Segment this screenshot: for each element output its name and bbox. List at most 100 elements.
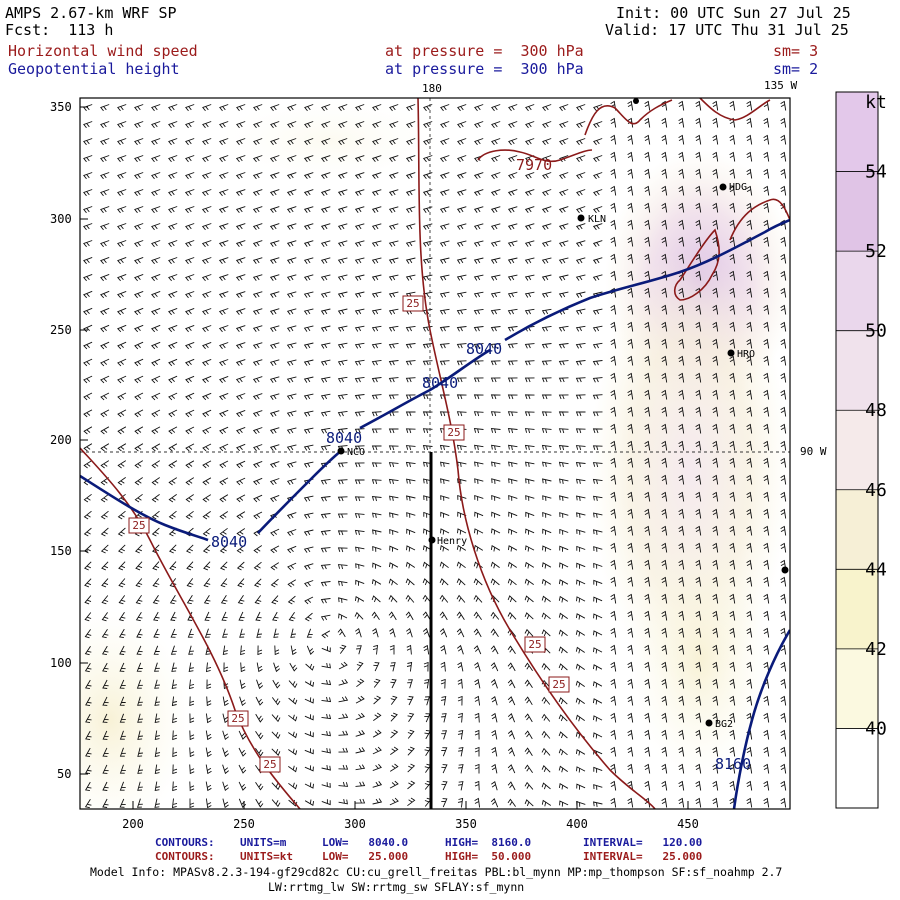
wind-barb [373, 712, 382, 721]
wind-barb [610, 610, 617, 621]
wind-barb [576, 512, 586, 518]
wind-barb [119, 764, 126, 774]
wind-barb [746, 678, 753, 689]
wind-barb [746, 763, 753, 774]
wind-barb [201, 189, 212, 197]
wind-barb [270, 545, 280, 554]
wind-barb [238, 798, 247, 808]
wind-barb [456, 360, 467, 366]
wind-barb [661, 321, 668, 332]
wind-barb [372, 798, 383, 805]
station-label: KLN [588, 214, 606, 225]
wind-barb [644, 763, 651, 774]
wind-barb [746, 593, 753, 604]
wind-barb [729, 610, 736, 621]
wind-barb [559, 104, 569, 112]
wind-barb [134, 426, 144, 435]
wind-barb [780, 270, 787, 281]
wind-barb [337, 513, 348, 519]
wind-barb [575, 291, 586, 298]
colorbar-label: 46 [865, 480, 887, 501]
wind-barb [137, 713, 143, 723]
wind-barb [354, 257, 365, 264]
wind-barb [712, 797, 719, 808]
wind-barb [137, 747, 143, 757]
wind-barb [422, 360, 433, 366]
wind-barb [456, 172, 467, 179]
wind-barb [491, 155, 501, 163]
wind-barb [507, 240, 518, 247]
wind-barb [729, 491, 736, 502]
wind-barb [525, 121, 535, 129]
wind-barb [136, 679, 143, 689]
wind-barb [473, 172, 484, 179]
wind-barb [457, 478, 467, 484]
wind-barb [746, 474, 753, 485]
wind-barb [558, 428, 569, 434]
wind-barb [389, 627, 396, 638]
stations: HDG KLN HRO NCO Henry BG2 [337, 98, 789, 730]
wind-barb [219, 375, 229, 384]
wind-barb [695, 134, 702, 145]
wind-barb [83, 138, 93, 146]
wind-barb [763, 185, 770, 196]
wind-barb [558, 714, 568, 722]
wind-barb [303, 257, 314, 264]
wind-barb [491, 104, 501, 112]
wind-barb [151, 104, 161, 112]
wind-barb [678, 219, 685, 230]
wind-barb [83, 358, 93, 367]
wind-barb [286, 444, 297, 451]
colorbar-cell [836, 489, 878, 570]
wind-barb [507, 611, 517, 620]
wind-barb [218, 291, 229, 299]
wind-barb [134, 273, 144, 282]
wind-barb [746, 355, 753, 366]
wind-barb [422, 172, 433, 179]
wind-barb [83, 172, 93, 180]
wind-barb [575, 240, 586, 247]
wind-barb [780, 593, 787, 604]
wind-barb [661, 508, 668, 519]
wind-barb [372, 729, 382, 738]
y-tick-label: 100 [50, 656, 72, 670]
wind-barb [269, 257, 280, 264]
wind-barb [134, 341, 144, 350]
wind-barb [729, 559, 736, 570]
wind-barb [474, 138, 484, 146]
wind-barb [390, 662, 396, 672]
wind-barb [390, 746, 399, 755]
wind-barb [661, 440, 668, 451]
wind-barb [252, 393, 263, 400]
wind-barb [218, 240, 229, 247]
wind-barb [236, 477, 246, 486]
wind-barb [218, 325, 229, 333]
wind-barb [83, 510, 92, 520]
wind-barb [507, 257, 518, 264]
wind-barb [304, 121, 314, 129]
wind-barb [321, 646, 331, 653]
wind-barb [678, 661, 685, 672]
wind-barb [102, 696, 109, 706]
wind-barb [780, 678, 787, 689]
wind-barb [661, 236, 668, 247]
wind-barb [152, 561, 160, 571]
wind-barb [388, 223, 399, 230]
wind-barb [337, 342, 348, 349]
wind-barb [627, 712, 634, 723]
wind-barb [306, 645, 315, 655]
wind-barb [168, 392, 178, 401]
wind-barb [456, 377, 467, 383]
wind-barb [780, 406, 787, 417]
wind-barb [678, 457, 685, 468]
wind-barb [101, 561, 109, 571]
wind-barb [255, 731, 264, 740]
wind-barb [491, 695, 498, 706]
wind-barb [575, 461, 586, 468]
wind-barb [456, 561, 466, 569]
wind-barb [100, 392, 110, 401]
wind-barb [286, 223, 297, 230]
wind-barb [407, 696, 414, 706]
wind-barb [355, 121, 365, 129]
wind-barb [729, 151, 736, 162]
